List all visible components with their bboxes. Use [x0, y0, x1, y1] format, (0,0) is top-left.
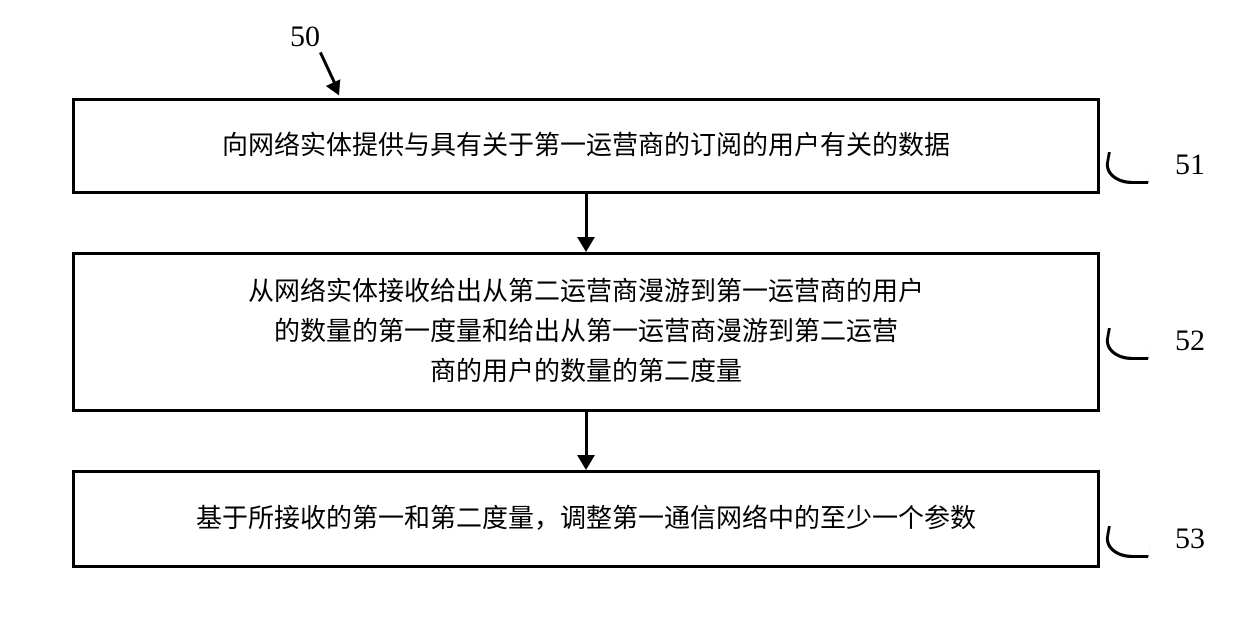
flow-step-53-text: 基于所接收的第一和第二度量，调整第一通信网络中的至少一个参数 [196, 499, 976, 539]
flow-step-51: 向网络实体提供与具有关于第一运营商的订阅的用户有关的数据 [72, 98, 1100, 194]
flow-step-51-label: 51 [1175, 148, 1205, 182]
flow-step-51-text: 向网络实体提供与具有关于第一运营商的订阅的用户有关的数据 [222, 126, 950, 166]
flow-step-53-label: 53 [1175, 522, 1205, 556]
pointer-label-50: 50 [290, 20, 320, 54]
edge-51-52-line [585, 194, 588, 238]
flow-step-52-label: 52 [1175, 324, 1205, 358]
flow-step-52-label-text: 52 [1175, 324, 1205, 357]
flow-step-53-curve [1102, 526, 1154, 558]
flow-step-52-curve [1102, 328, 1154, 360]
pointer-arrow-head [326, 79, 346, 98]
flow-step-52: 从网络实体接收给出从第二运营商漫游到第一运营商的用户 的数量的第一度量和给出从第… [72, 252, 1100, 412]
flow-step-52-text: 从网络实体接收给出从第二运营商漫游到第一运营商的用户 的数量的第一度量和给出从第… [248, 272, 924, 393]
flow-step-53-label-text: 53 [1175, 522, 1205, 555]
flowchart-canvas: 50 向网络实体提供与具有关于第一运营商的订阅的用户有关的数据 51 从网络实体… [0, 0, 1240, 635]
pointer-label-50-text: 50 [290, 20, 320, 53]
flow-step-51-label-text: 51 [1175, 148, 1205, 181]
edge-52-53-head [577, 455, 595, 470]
flow-step-53: 基于所接收的第一和第二度量，调整第一通信网络中的至少一个参数 [72, 470, 1100, 568]
flow-step-51-curve [1102, 152, 1154, 184]
edge-52-53-line [585, 412, 588, 456]
edge-51-52-head [577, 237, 595, 252]
